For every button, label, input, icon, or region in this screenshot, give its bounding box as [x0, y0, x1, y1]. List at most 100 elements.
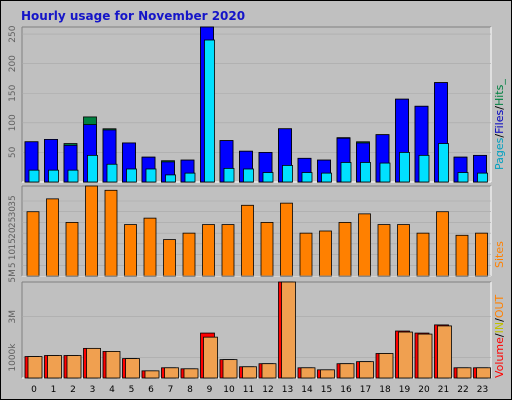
sites-bar — [163, 239, 176, 277]
x-tick-label: 8 — [187, 385, 193, 395]
legend-sep: / — [493, 333, 506, 337]
pages-bar — [165, 174, 176, 183]
legend-top: Pages/Files/Hits_ — [493, 79, 506, 170]
x-tick-label: 21 — [438, 385, 449, 395]
legend-mid: Sites — [493, 241, 506, 268]
x-tick-label: 16 — [340, 385, 352, 395]
sites-bar — [143, 217, 157, 277]
pages-bar — [184, 172, 196, 183]
pages-bar — [126, 168, 137, 183]
pages-bar — [106, 163, 118, 183]
out-bar — [105, 351, 121, 379]
x-tick-label: 3 — [90, 385, 96, 395]
out-bar — [261, 363, 277, 379]
legend-files: Files — [493, 109, 506, 133]
out-bar — [125, 358, 140, 379]
bottom-y-tick-label: 3M — [8, 310, 18, 324]
mid-y-tick-label: 30 — [8, 206, 18, 218]
x-tick-label: 9 — [207, 385, 213, 395]
sites-bar — [85, 185, 98, 277]
out-bar — [456, 367, 472, 379]
out-bar — [222, 359, 238, 379]
pages-bar — [301, 172, 313, 183]
x-tick-label: 1 — [51, 385, 57, 395]
bottom-y-tick-label: 5M — [8, 269, 18, 283]
mid-y-tick-label: 15 — [8, 238, 18, 249]
top-y-tick-label: 50 — [8, 146, 18, 158]
top-y-tick-label: 150 — [8, 84, 18, 101]
legend-sep: / — [493, 134, 506, 138]
pages-bar — [204, 39, 215, 183]
out-bar — [183, 368, 199, 379]
sites-bar — [397, 224, 410, 277]
pages-bar — [360, 162, 371, 183]
x-tick-label: 2 — [70, 385, 76, 395]
sites-bar — [182, 232, 196, 277]
out-bar — [476, 367, 491, 379]
pages-bar — [438, 143, 449, 183]
sites-bar — [46, 198, 59, 277]
out-bar — [281, 281, 296, 379]
sites-bar — [299, 232, 313, 277]
top-y-tick-label: 250 — [8, 25, 18, 42]
legend-sites: Sites — [493, 241, 506, 268]
out-bar — [320, 369, 335, 379]
sites-bar — [377, 224, 391, 277]
sites-bar — [221, 224, 235, 277]
plot-area — [22, 27, 491, 182]
out-bar — [242, 366, 257, 379]
out-bar — [203, 336, 218, 379]
pages-bar — [243, 168, 254, 183]
pages-bar — [48, 169, 59, 183]
sites-bar — [202, 224, 215, 277]
sites-bar — [358, 213, 371, 277]
top-y-tick-label: 200 — [8, 55, 18, 72]
sites-bar — [26, 211, 40, 277]
pages-bar — [477, 172, 488, 183]
x-tick-label: 17 — [360, 385, 371, 395]
x-tick-label: 23 — [477, 385, 488, 395]
pages-bar — [418, 154, 430, 183]
svg-text:Pages/Files/Hits_: Pages/Files/Hits_ — [493, 79, 506, 170]
top-y-tick-label: 100 — [8, 114, 18, 131]
sites-bar — [319, 230, 332, 277]
mid-y-tick-label: 25 — [8, 217, 18, 228]
sites-bar — [124, 224, 137, 277]
x-tick-label: 18 — [379, 385, 391, 395]
legend-pages: Pages — [493, 137, 506, 170]
svg-text:Volume/IN/OUT: Volume/IN/OUT — [493, 294, 506, 378]
legend-sep: / — [493, 318, 506, 322]
pages-bar — [262, 172, 274, 183]
sites-bar — [241, 204, 254, 277]
out-bar — [144, 370, 160, 379]
x-tick-label: 7 — [168, 385, 174, 395]
out-bar — [300, 367, 316, 379]
legend-out: OUT — [493, 294, 506, 318]
out-bar — [27, 356, 43, 379]
sites-bar — [436, 211, 449, 277]
chart-title: Hourly usage for November 2020 — [21, 9, 246, 23]
out-bar — [398, 331, 413, 379]
pages-bar — [379, 162, 391, 183]
x-tick-label: 14 — [301, 385, 313, 395]
pages-bar — [87, 154, 98, 183]
sites-bar — [65, 222, 79, 277]
legend-volume: Volume — [493, 337, 506, 378]
pages-bar — [321, 172, 332, 183]
pages-bar — [28, 169, 40, 183]
pages-bar — [457, 172, 469, 183]
legend-in: IN — [493, 322, 506, 333]
x-tick-label: 11 — [243, 385, 254, 395]
x-tick-label: 13 — [282, 385, 293, 395]
x-tick-label: 10 — [223, 385, 235, 395]
mid-y-tick-label: 20 — [8, 227, 18, 239]
volume-panel: 1000k 3M 5M — [8, 269, 492, 379]
x-tick-label: 0 — [31, 385, 37, 395]
x-tick-label: 19 — [399, 385, 411, 395]
pages-bar — [340, 162, 352, 183]
sites-bar — [260, 222, 274, 277]
x-tick-label: 6 — [148, 385, 154, 395]
out-bar — [86, 347, 101, 379]
sites-bar — [280, 202, 293, 277]
